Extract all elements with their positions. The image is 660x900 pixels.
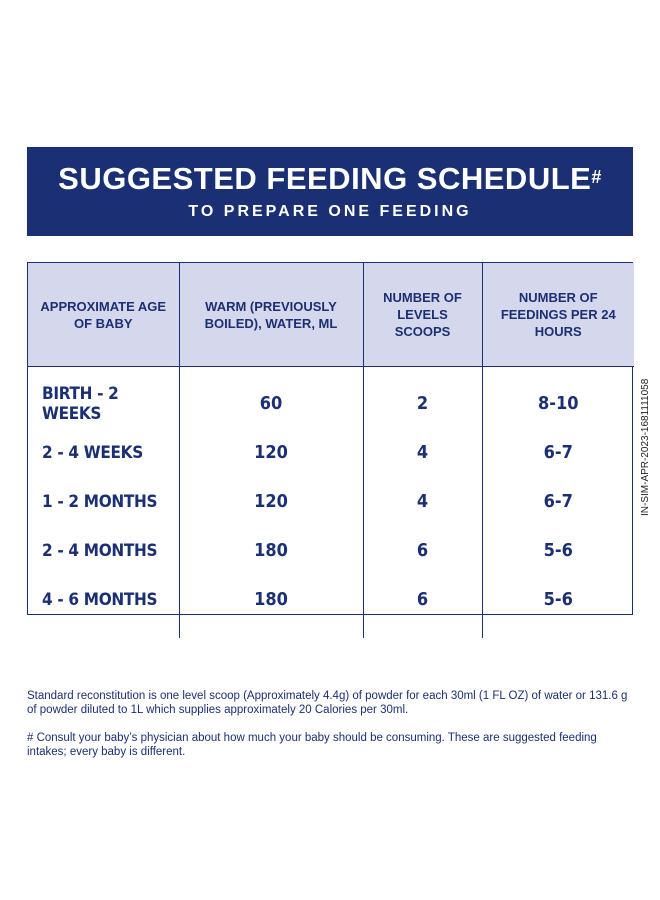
header-water: WARM (PREVIOUSLY BOILED), WATER, ML [179, 263, 364, 367]
table-row: 2 - 4 WEEKS 120 4 6-7 [28, 428, 634, 477]
cell-age: 1 - 2 MONTHS [28, 477, 180, 526]
cell-age: 2 - 4 MONTHS [28, 526, 180, 575]
reconstitution-note: Standard reconstitution is one level sco… [27, 690, 628, 716]
document-code: IN-SIM-APR-2023-1681111058 [640, 378, 651, 516]
table-row: BIRTH - 2 WEEKS 60 2 8-10 [28, 366, 634, 428]
banner-title-text: SUGGESTED FEEDING SCHEDULE [58, 161, 592, 196]
header-age: APPROXIMATE AGE OF BABY [28, 263, 180, 367]
cell-scoops: 4 [363, 428, 483, 477]
table-row: 1 - 2 MONTHS 120 4 6-7 [28, 477, 634, 526]
cell-age: 2 - 4 WEEKS [28, 428, 180, 477]
table-row: 2 - 4 MONTHS 180 6 5-6 [28, 526, 634, 575]
cell-scoops: 6 [363, 526, 483, 575]
cell-age: 4 - 6 MONTHS [28, 575, 180, 638]
table-header-row: APPROXIMATE AGE OF BABY WARM (PREVIOUSLY… [28, 263, 634, 367]
table-row: 4 - 6 MONTHS 180 6 5-6 [28, 575, 634, 638]
banner-subtitle: TO PREPARE ONE FEEDING [188, 203, 472, 220]
cell-age: BIRTH - 2 WEEKS [28, 366, 180, 428]
banner-title-mark: # [591, 167, 602, 187]
header-feedings: NUMBER OF FEEDINGS PER 24 HOURS [482, 263, 634, 367]
header-scoops: NUMBER OF LEVELS SCOOPS [363, 263, 483, 367]
cell-feedings: 5-6 [543, 540, 573, 561]
cell-feedings: 8-10 [537, 393, 579, 414]
cell-feedings: 6-7 [543, 442, 573, 463]
banner-title: SUGGESTED FEEDING SCHEDULE# [27, 161, 633, 197]
cell-feedings: 5-6 [543, 589, 573, 610]
cell-water: 120 [179, 428, 364, 477]
cell-water: 180 [179, 575, 364, 638]
footnotes: Standard reconstitution is one level sco… [27, 689, 635, 773]
cell-scoops: 2 [363, 366, 483, 428]
cell-feedings: 6-7 [543, 491, 573, 512]
cell-water: 180 [179, 526, 364, 575]
cell-water: 60 [179, 366, 364, 428]
feeding-table-frame: APPROXIMATE AGE OF BABY WARM (PREVIOUSLY… [27, 262, 634, 638]
cell-water: 120 [179, 477, 364, 526]
cell-scoops: 6 [363, 575, 483, 638]
cell-scoops: 4 [363, 477, 483, 526]
schedule-banner: SUGGESTED FEEDING SCHEDULE# TO PREPARE O… [27, 147, 633, 236]
feeding-table: APPROXIMATE AGE OF BABY WARM (PREVIOUSLY… [28, 263, 634, 638]
physician-note: # Consult your baby’s physician about ho… [27, 732, 597, 758]
